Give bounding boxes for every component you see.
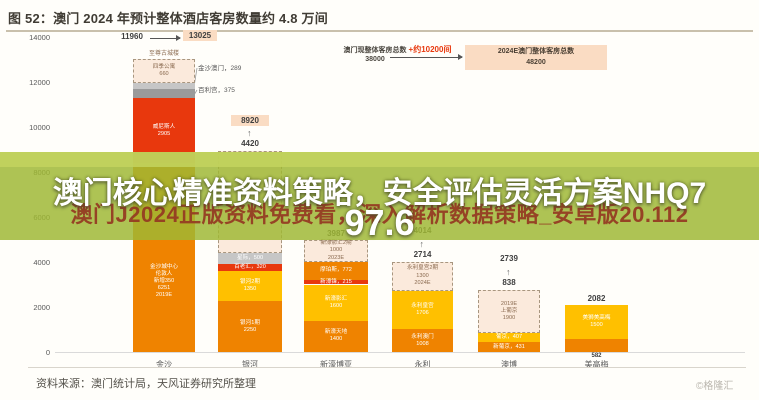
target-total-value: 48200 — [526, 58, 546, 66]
segment-annotation: 金沙澳门，289 — [198, 65, 242, 72]
bar-target-total: 2739 — [500, 254, 518, 264]
bar-segment: 新濠锋，215 — [304, 279, 368, 285]
data-source-note: 资料来源：澳门统计局，天风证券研究所整理 — [36, 378, 256, 390]
current-total-value: 38000 — [365, 56, 385, 64]
rooms-delta-label: +约10200间 — [408, 45, 452, 54]
x-axis-category-label: 澳博 — [501, 360, 517, 369]
footer-divider — [28, 367, 746, 368]
bar-segment: 百老汇，320 — [218, 263, 282, 271]
current-total-caption: 澳门现整体客房总数 — [343, 47, 407, 54]
bar-segment: 星际，500 — [218, 252, 282, 264]
bar-segment: 新濠天地 1400 — [304, 320, 368, 352]
x-axis-category-label: 永利 — [414, 360, 431, 369]
y-axis-tick: 4000 — [33, 257, 50, 267]
y-axis-tick: 10000 — [29, 122, 50, 132]
current-total-label: 澳门现整体客房总数 38000 — [320, 46, 430, 64]
growth-arrow-icon: ↑ — [506, 267, 511, 278]
bar-segment: 永利皇宫 1706 — [392, 290, 453, 330]
planned-addition-box: 永利皇宫2期 1300 2024E — [392, 261, 453, 291]
bar-segment — [565, 338, 628, 352]
title-divider — [6, 30, 753, 32]
bar-segment: 永利澳门 1008 — [392, 329, 453, 352]
bar-current-total: 4420 — [241, 139, 259, 149]
promo-headline-line2: 97.6 — [344, 202, 415, 243]
bar-target-total: 2082 — [587, 294, 606, 304]
y-axis-tick: 12000 — [29, 77, 50, 87]
site-watermark: ©格隆汇 — [696, 381, 734, 392]
y-axis-tick: 0 — [45, 347, 50, 357]
growth-arrow-icon: ↑ — [247, 128, 252, 139]
x-axis-category-label: 美高梅 — [584, 360, 609, 369]
bar-current-total: 2714 — [413, 249, 432, 259]
bar-segment: 摩珀斯，772 — [304, 262, 368, 280]
promo-banner — [0, 152, 759, 240]
bar-segment: 银河1期 2250 — [218, 301, 282, 352]
bar-segment: 银河2期 1350 — [218, 271, 282, 302]
bar-target-total: 8920 — [231, 115, 269, 127]
promo-banner-top-strip — [0, 152, 759, 167]
promo-subline-text: 澳门J2024正版资料免费看，深入解析数据策略_安卓版20.112 — [70, 202, 689, 227]
bar-segment — [133, 82, 195, 90]
planned-addition-box: 新濠影汇2期 1000 2023E — [304, 239, 368, 263]
growth-arrow-icon — [150, 35, 181, 41]
x-axis-category-label: 新濠博亚 — [320, 360, 352, 369]
flow-arrow-icon — [390, 54, 463, 60]
y-axis-tick: 2000 — [33, 302, 50, 312]
bar-segment: 新濠影汇 1600 — [304, 284, 368, 321]
bar-segment — [133, 89, 195, 98]
y-axis-tick: 14000 — [29, 32, 50, 42]
segment-annotation: 百利宫，375 — [198, 87, 235, 94]
target-total-box: 2024E澳门整体客房总数 48200 — [465, 45, 607, 70]
promo-headline-line1: 澳门核心精准资料策略，安全评估灵活方案NHQ7 — [52, 177, 707, 210]
planned-addition-box: 四季公寓 660 — [133, 58, 195, 83]
planned-addition-title: 至尊古城楼 — [148, 50, 179, 57]
bar-segment: 新葡京，431 — [478, 342, 540, 352]
bar-segment: 美狮美高梅 1500 — [565, 305, 628, 339]
x-axis-category-label: 金沙 — [156, 360, 172, 369]
x-axis-line — [55, 352, 745, 353]
bar-current-total: 11960 — [121, 32, 143, 41]
growth-arrow-icon: ↑ — [419, 238, 425, 249]
target-total-caption: 2024E澳门整体客房总数 — [497, 48, 575, 55]
bar-current-total: 838 — [502, 278, 516, 288]
bar-target-total: 13025 — [183, 30, 217, 41]
planned-addition-box: 2019E 上葡京 1900 — [478, 290, 540, 334]
bar-segment-value-label: 582 — [591, 353, 602, 359]
bar-segment: 葡京，407 — [478, 333, 540, 343]
figure-title: 图 52：澳门 2024 年预计整体酒店客房数量约 4.8 万间 — [8, 11, 328, 26]
x-axis-category-label: 银河 — [242, 360, 258, 369]
